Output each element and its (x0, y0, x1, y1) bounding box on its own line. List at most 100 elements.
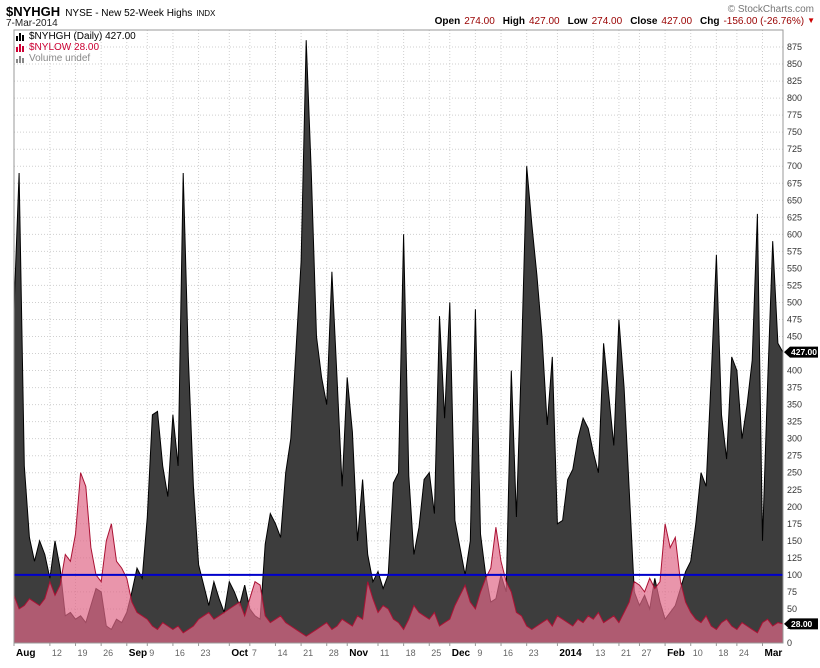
price-chart: 0 25 50 75 100 125 150 175 200 225 250 275 300 325 350… (13, 29, 818, 659)
quote-bar: Open 274.00 High 427.00 Low 274.00 Close 427.00… (427, 16, 815, 27)
svg-text:7: 7 (252, 648, 257, 658)
svg-text:775: 775 (787, 110, 802, 120)
svg-text:18: 18 (406, 648, 416, 658)
svg-text:Nov: Nov (349, 648, 368, 659)
svg-text:550: 550 (787, 263, 802, 273)
svg-text:875: 875 (787, 42, 802, 52)
legend-item-nyhgh: $NYHGH (Daily) 427.00 (16, 31, 136, 42)
quote-open-label: Open (434, 16, 461, 27)
svg-text:21: 21 (621, 648, 631, 658)
quote-close-value: 427.00 (661, 16, 693, 27)
svg-text:11: 11 (380, 648, 389, 658)
stockcharts-copyright: © StockCharts.com (727, 4, 814, 15)
change-down-icon: ▼ (807, 16, 815, 25)
svg-text:625: 625 (787, 212, 802, 222)
svg-text:375: 375 (787, 383, 802, 393)
nylow-area-series (13, 472, 784, 644)
svg-text:750: 750 (787, 127, 802, 137)
svg-text:650: 650 (787, 195, 802, 205)
svg-text:850: 850 (787, 59, 802, 69)
svg-text:Mar: Mar (764, 648, 782, 659)
svg-text:23: 23 (529, 648, 539, 658)
y-axis-labels: 0255075100125150175200225250275300325350… (787, 42, 802, 648)
quote-high-label: High (502, 16, 525, 27)
quote-close-label: Close (630, 16, 658, 27)
svg-text:100: 100 (787, 570, 802, 580)
svg-text:Sep: Sep (129, 648, 147, 659)
svg-text:14: 14 (277, 648, 287, 658)
svg-text:Dec: Dec (452, 648, 471, 659)
svg-text:725: 725 (787, 144, 802, 154)
svg-text:9: 9 (149, 648, 154, 658)
svg-text:18: 18 (718, 648, 728, 658)
svg-text:50: 50 (787, 604, 797, 614)
svg-text:75: 75 (787, 587, 797, 597)
svg-text:700: 700 (787, 161, 802, 171)
volume-series-icon (16, 56, 24, 63)
svg-text:27: 27 (641, 648, 651, 658)
quote-low-value: 274.00 (591, 16, 623, 27)
svg-text:427.00: 427.00 (791, 347, 817, 357)
symbol: $NYHGH (6, 4, 61, 19)
symbol-description: NYSE - New 52-Week Highs (65, 8, 193, 19)
x-axis-labels: Aug 12 19 26 Sep 9 16 23 Oct 7 14 21 28 Nov 11 18 25 Dec 9… (13, 643, 782, 659)
svg-text:21: 21 (303, 648, 313, 658)
value-tags: 427.00 28.00 (784, 346, 818, 630)
legend-label-volume: Volume undef (29, 53, 91, 64)
plot-border (13, 29, 784, 644)
svg-text:600: 600 (787, 229, 802, 239)
svg-text:275: 275 (787, 451, 802, 461)
nyhgh-series-icon (16, 33, 24, 41)
svg-text:175: 175 (787, 519, 802, 529)
quote-high-value: 427.00 (529, 16, 560, 27)
quote-low-label: Low (567, 16, 588, 27)
svg-text:10: 10 (693, 648, 703, 658)
svg-text:475: 475 (787, 314, 802, 324)
svg-text:Aug: Aug (16, 648, 35, 659)
value-tag (784, 346, 818, 358)
svg-text:825: 825 (787, 76, 802, 86)
svg-text:16: 16 (503, 648, 513, 658)
svg-text:0: 0 (787, 638, 792, 648)
svg-text:450: 450 (787, 332, 802, 342)
svg-text:575: 575 (787, 246, 802, 256)
svg-text:24: 24 (739, 648, 749, 658)
svg-text:325: 325 (787, 417, 802, 427)
legend-item-nylow: $NYLOW 28.00 (16, 42, 136, 53)
svg-text:Feb: Feb (667, 648, 685, 659)
svg-text:675: 675 (787, 178, 802, 188)
svg-text:16: 16 (175, 648, 185, 658)
svg-text:250: 250 (787, 468, 802, 478)
svg-text:25: 25 (431, 648, 441, 658)
nylow-series-icon (16, 44, 24, 52)
svg-text:200: 200 (787, 502, 802, 512)
svg-text:525: 525 (787, 280, 802, 290)
svg-text:26: 26 (103, 648, 113, 658)
legend-item-volume: Volume undef (16, 53, 136, 64)
svg-text:Oct: Oct (231, 648, 248, 659)
svg-text:19: 19 (78, 648, 88, 658)
legend-label-nylow: $NYLOW 28.00 (29, 42, 100, 53)
chart-date: 7-Mar-2014 (6, 18, 58, 29)
svg-text:9: 9 (477, 648, 482, 658)
svg-text:13: 13 (595, 648, 605, 658)
svg-text:125: 125 (787, 553, 802, 563)
symbol-type: INDX (196, 9, 216, 18)
chart-legend: $NYHGH (Daily) 427.00 $NYLOW 28.00 Volum… (16, 31, 136, 64)
svg-text:150: 150 (787, 536, 802, 546)
quote-chg-label: Chg (700, 16, 720, 27)
quote-open-value: 274.00 (464, 16, 495, 27)
svg-text:28: 28 (329, 648, 339, 658)
svg-text:500: 500 (787, 297, 802, 307)
svg-text:800: 800 (787, 93, 802, 103)
svg-text:12: 12 (52, 648, 62, 658)
svg-text:300: 300 (787, 434, 802, 444)
svg-text:23: 23 (201, 648, 211, 658)
svg-text:350: 350 (787, 400, 802, 410)
svg-text:225: 225 (787, 485, 802, 495)
legend-label-nyhgh: $NYHGH (Daily) 427.00 (29, 31, 136, 42)
svg-text:2014: 2014 (559, 648, 582, 659)
chart-title: $NYHGH NYSE - New 52-Week Highs INDX (6, 3, 215, 21)
quote-chg-value: -156.00 (-26.76%) (723, 16, 805, 27)
svg-text:400: 400 (787, 366, 802, 376)
